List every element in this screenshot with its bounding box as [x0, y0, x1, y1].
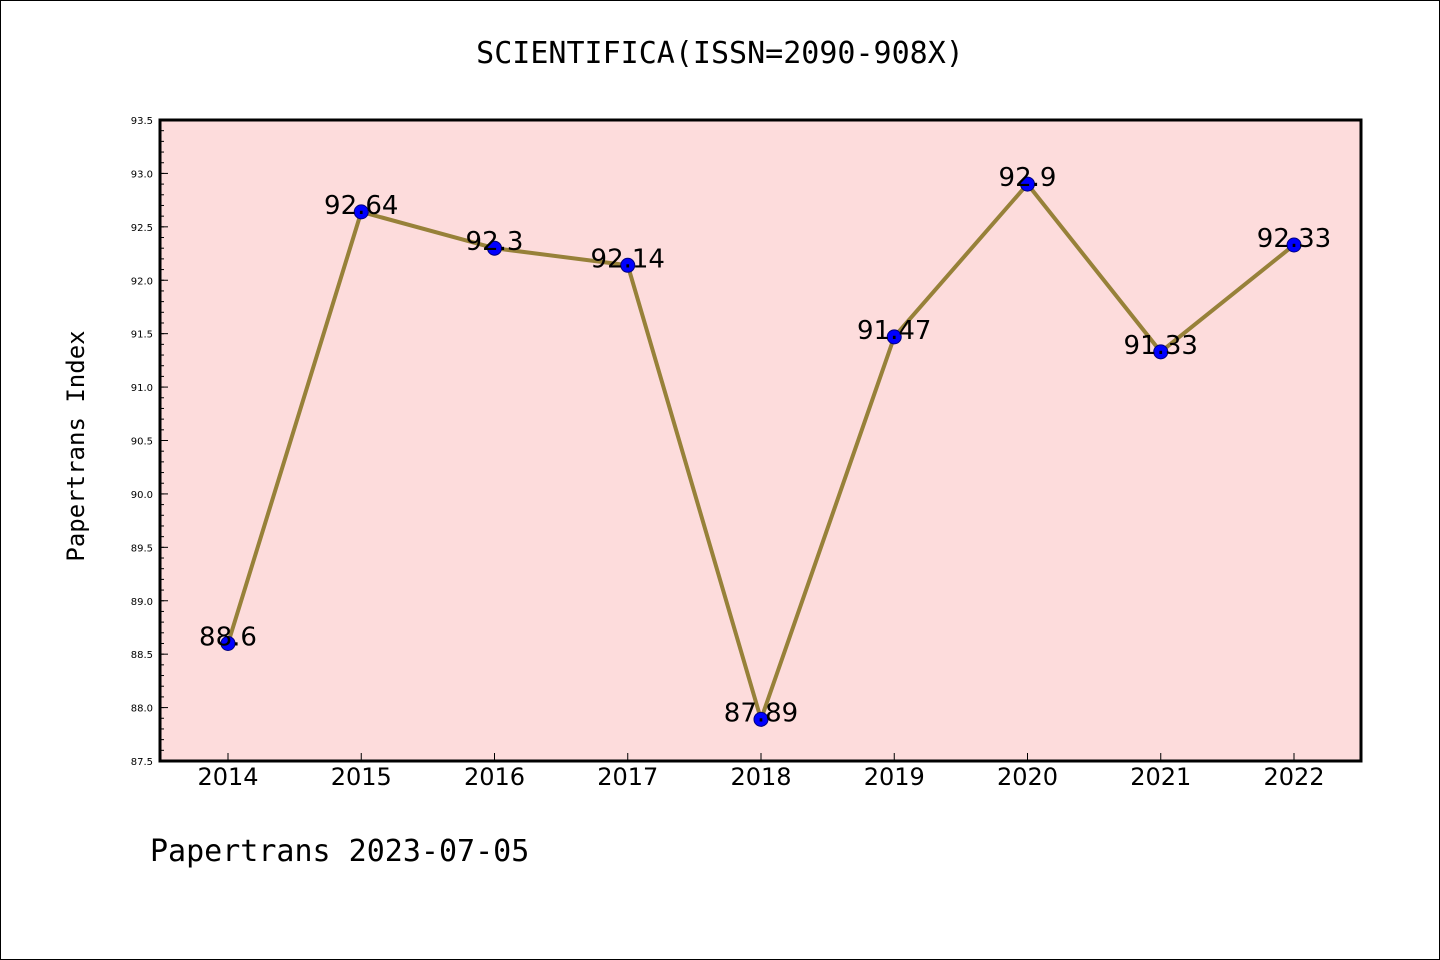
chart-title: SCIENTIFICA(ISSN=2090-908X)	[476, 36, 964, 71]
data-point	[753, 711, 769, 727]
data-label: 92.14	[591, 244, 665, 274]
data-point	[620, 257, 636, 273]
y-tick-label: 90.5	[131, 437, 153, 448]
y-tick-label: 92.5	[131, 223, 153, 234]
data-label: 87.89	[724, 698, 798, 728]
data-label: 92.33	[1257, 224, 1331, 254]
data-point	[1020, 176, 1035, 192]
data-markers	[220, 176, 1302, 727]
y-tick-label: 92.0	[131, 276, 153, 287]
data-label: 91.33	[1124, 331, 1198, 361]
data-label: 92.64	[324, 191, 398, 221]
data-label: 92.3	[466, 227, 524, 257]
data-point	[886, 329, 902, 345]
y-tick-label: 91.0	[131, 383, 153, 394]
y-tick-label: 91.5	[131, 330, 153, 341]
x-tick-label: 2019	[864, 763, 925, 791]
data-label: 88.6	[199, 622, 257, 652]
y-tick-label: 89.0	[131, 597, 153, 608]
plot-border	[158, 118, 1363, 763]
y-tick-label: 89.5	[131, 543, 153, 554]
footer-text: Papertrans 2023-07-05	[150, 834, 530, 869]
y-tick-label: 88.5	[131, 650, 153, 661]
data-point	[487, 240, 502, 256]
x-tick-label: 2020	[997, 763, 1058, 791]
y-tick-label: 93.0	[131, 169, 153, 180]
y-tick-label: 93.5	[131, 116, 153, 127]
data-labels: 88.6 92.64 92.3 92.14 87.89 91.47 92.9 91.33 92.…	[199, 163, 1331, 728]
x-tick-label: 2015	[331, 763, 392, 791]
y-tick-label: 88.0	[131, 704, 153, 715]
y-tick-label: 90.0	[131, 490, 153, 501]
plot-area	[160, 120, 1361, 761]
x-tick-label: 2014	[197, 763, 258, 791]
x-tick-label: 2022	[1263, 763, 1324, 791]
data-label: 92.9	[999, 163, 1057, 193]
data-label: 91.47	[857, 316, 931, 346]
x-tick-label: 2016	[464, 763, 525, 791]
data-point	[1153, 344, 1169, 360]
x-tick-label: 2018	[730, 763, 791, 791]
data-point	[1286, 237, 1302, 253]
y-tick-label: 87.5	[131, 757, 153, 768]
x-tick-label: 2017	[597, 763, 658, 791]
x-tick-label: 2021	[1130, 763, 1191, 791]
data-point	[353, 204, 369, 220]
x-axis-ticks: 2014 2015 2016 2017 2018 2019 2020 2021 2022	[197, 753, 1325, 791]
data-point	[220, 635, 236, 651]
